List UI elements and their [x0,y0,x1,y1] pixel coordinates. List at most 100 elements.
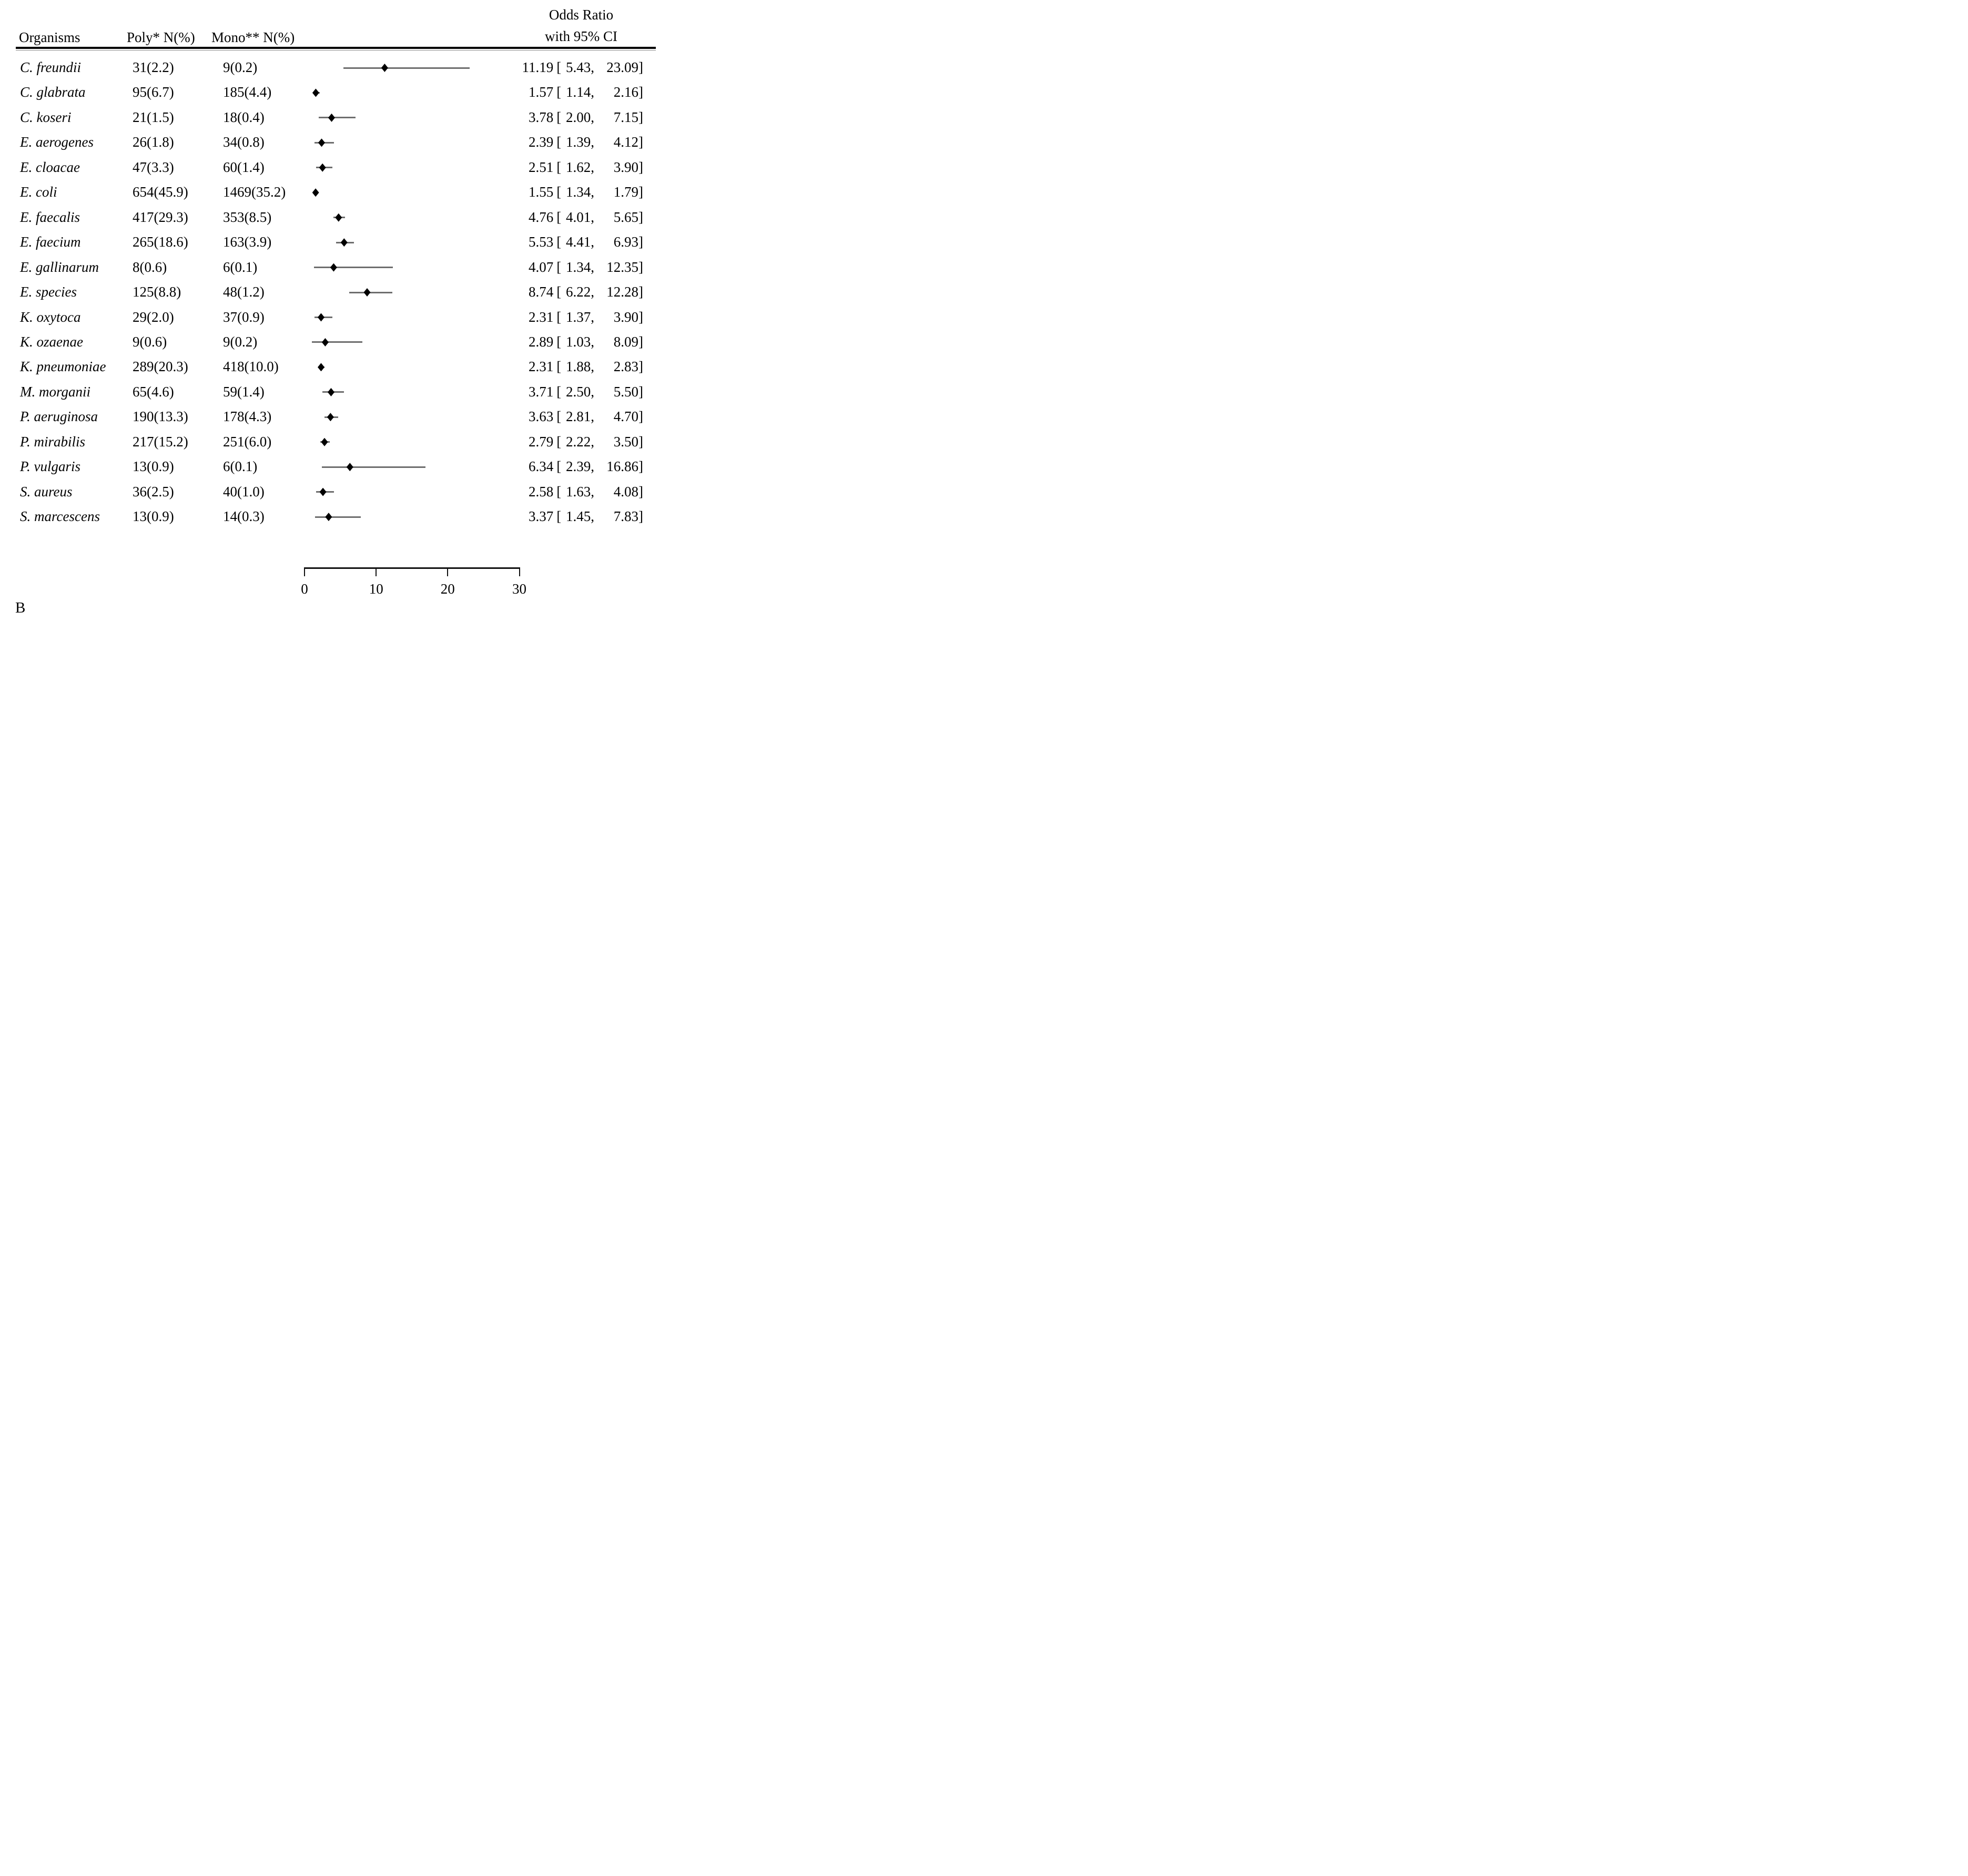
ci-low-value: 1.88 [566,359,591,375]
ci-high-value: 3.90 [613,159,638,175]
mono-value: 59(1.4) [223,383,265,400]
organism-label: C. koseri [20,109,72,125]
ci-high-value: 23.09 [606,59,638,75]
organism-label: S. marcescens [20,508,100,524]
bracket-open: [ [556,333,562,350]
organism-label: E. gallinarum [20,259,99,275]
bracket-close: ] [638,109,643,125]
mono-value: 6(0.1) [223,458,258,475]
x-axis-tick-label: 20 [440,581,455,597]
poly-value: 21(1.5) [133,109,174,125]
ci-high-value: 12.28 [606,284,638,300]
mono-value: 6(0.1) [223,259,258,275]
poly-value: 95(6.7) [133,84,174,100]
ci-low-value: 2.50 [566,383,591,400]
bracket-close: ] [638,259,643,275]
bracket-open: [ [556,209,562,225]
ci-separator: , [591,409,594,425]
or-diamond [327,413,334,422]
ci-text: 2.58[1.63, 4.08] [521,484,643,500]
bracket-open: [ [556,409,562,425]
ci-separator: , [591,359,594,375]
or-diamond [321,437,328,446]
or-diamond [381,64,388,72]
x-axis-tick-label: 0 [301,581,308,597]
ci-text: 3.37[1.45, 7.83] [521,508,643,525]
ci-low-value: 1.34 [566,259,591,275]
ci-separator: , [591,184,594,200]
bracket-close: ] [638,59,643,75]
or-value: 2.51 [529,159,554,175]
ci-separator: , [591,84,594,100]
bracket-open: [ [556,59,562,75]
bracket-open: [ [556,259,562,275]
poly-value: 217(15.2) [133,433,188,450]
organism-label: P. mirabilis [20,433,86,450]
ci-low-value: 1.37 [566,309,591,325]
mono-value: 9(0.2) [223,59,258,75]
ci-text: 11.19[5.43, 23.09] [521,59,644,76]
bracket-open: [ [556,134,562,150]
x-axis-tick [304,567,305,576]
odds-ratio-header-line2: with 95% CI [545,28,617,44]
x-axis-tick [519,567,520,576]
ci-high-value: 12.35 [606,259,638,275]
ci-high-value: 8.09 [613,333,638,350]
ci-text: 2.31[1.37, 3.90] [521,309,643,325]
mono-value: 14(0.3) [223,508,265,524]
or-value: 1.57 [529,84,554,100]
mono-value: 418(10.0) [223,359,279,375]
column-header-poly: Poly* N(%) [127,29,195,45]
organism-label: C. glabrata [20,84,86,100]
ci-text: 4.07[1.34, 12.35] [521,259,643,276]
organism-label: P. aeruginosa [20,409,98,425]
ci-low-value: 6.22 [566,284,591,300]
mono-value: 353(8.5) [223,209,272,225]
or-value: 1.55 [529,184,554,200]
ci-low-value: 1.14 [566,84,591,100]
ci-separator: , [591,259,594,275]
ci-high-value: 3.50 [613,433,638,450]
bracket-close: ] [638,84,643,100]
bracket-close: ] [638,359,643,375]
ci-high-value: 2.83 [613,359,638,375]
bracket-close: ] [638,433,643,450]
bracket-open: [ [556,483,562,499]
ci-text: 1.57[1.14, 2.16] [521,84,643,100]
ci-high-value: 7.15 [613,109,638,125]
panel-label: B [15,599,26,616]
ci-low-value: 5.43 [566,59,591,75]
x-axis-line [304,567,520,569]
ci-line [343,67,470,69]
ci-line [312,341,363,343]
bracket-close: ] [638,309,643,325]
mono-value: 163(3.9) [223,234,272,250]
ci-high-value: 16.86 [606,458,638,475]
or-value: 11.19 [522,59,554,75]
poly-value: 65(4.6) [133,383,174,400]
organism-label: K. ozaenae [20,333,83,350]
mono-value: 18(0.4) [223,109,265,125]
bracket-close: ] [638,508,643,525]
ci-separator: , [591,59,594,75]
ci-low-value: 2.39 [566,458,591,475]
ci-line [314,267,393,269]
or-value: 2.58 [529,483,554,499]
mono-value: 9(0.2) [223,333,258,350]
x-axis-tick-label: 30 [512,581,526,597]
organism-label: E. faecium [20,234,81,250]
poly-value: 36(2.5) [133,483,174,499]
poly-value: 417(29.3) [133,209,188,225]
organism-label: E. faecalis [20,209,80,225]
ci-separator: , [591,433,594,450]
or-value: 8.74 [529,284,554,300]
bracket-open: [ [556,284,562,300]
or-value: 6.34 [529,458,554,475]
ci-separator: , [591,209,594,225]
ci-high-value: 1.79 [613,184,638,200]
mono-value: 185(4.4) [223,84,272,100]
ci-separator: , [591,508,594,525]
bracket-open: [ [556,508,562,525]
ci-low-value: 4.01 [566,209,591,225]
ci-separator: , [591,333,594,350]
